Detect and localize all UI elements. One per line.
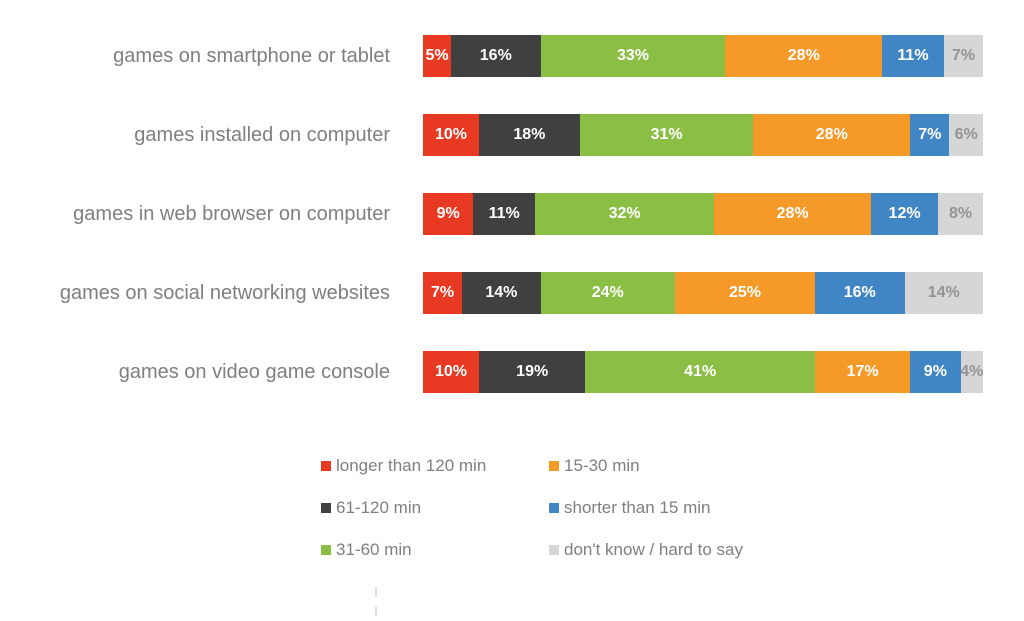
bar-segment-don-t-know-hard-to-say: 4% (960, 351, 984, 393)
bar-segment-15-30-min: 25% (674, 272, 815, 314)
bar-segment-15-30-min: 28% (725, 35, 883, 77)
bar-segment-shorter-than-15-min: 16% (814, 272, 905, 314)
legend-column: longer than 120 min 61-120 min 31-60 min (321, 456, 486, 582)
chart-row: games installed on computer 10% 18% 31% 28% 7… (0, 114, 1024, 156)
legend-label: don't know / hard to say (564, 540, 744, 559)
segment-value-label: 9% (923, 363, 947, 380)
bar-segment-longer-than-120-min: 9% (423, 193, 474, 235)
segment-value-label: 5% (425, 47, 449, 64)
bar-segment-longer-than-120-min: 10% (423, 114, 479, 156)
segment-value-label: 14% (485, 284, 518, 301)
category-label: games in web browser on computer (73, 203, 390, 225)
category-label: games on smartphone or tablet (113, 45, 390, 67)
legend-item-longer-than-120-min: longer than 120 min (321, 456, 486, 476)
bar-segment-61-120-min: 14% (462, 272, 541, 314)
bar-segment-31-60-min: 24% (540, 272, 675, 314)
segment-value-label: 7% (918, 126, 942, 143)
bar-segment-don-t-know-hard-to-say: 7% (943, 35, 983, 77)
segment-value-label: 28% (776, 205, 809, 222)
chart-row: games on social networking websites 7% 14%… (0, 272, 1024, 314)
bar-segment-61-120-min: 11% (473, 193, 535, 235)
bar-segment-don-t-know-hard-to-say: 6% (949, 114, 983, 156)
bar-segment-31-60-min: 33% (540, 35, 726, 77)
category-label: games on video game console (118, 361, 390, 383)
segment-value-label: 19% (516, 363, 549, 380)
legend-item-15-30-min: 15-30 min (549, 456, 743, 476)
segment-value-label: 4% (960, 363, 984, 380)
bar-segment-shorter-than-15-min: 7% (910, 114, 950, 156)
stacked-bar: 10% 18% 31% 28% 7% 6% (423, 114, 983, 156)
legend-swatch-don-t-know-hard-to-say (549, 545, 559, 555)
stacked-bar: 7% 14% 24% 25% 16% 14% (423, 272, 983, 314)
segment-value-label: 8% (948, 205, 973, 222)
bar-segment-31-60-min: 31% (579, 114, 754, 156)
segment-value-label: 18% (513, 126, 546, 143)
segment-value-label: 28% (787, 47, 820, 64)
bar-segment-longer-than-120-min: 10% (423, 351, 479, 393)
segment-value-label: 25% (728, 284, 761, 301)
stacked-bar: 5% 16% 33% 28% 11% 7% (423, 35, 983, 77)
segment-value-label: 16% (843, 284, 876, 301)
bar-segment-don-t-know-hard-to-say: 14% (904, 272, 983, 314)
bar-segment-longer-than-120-min: 7% (423, 272, 463, 314)
bar-segment-31-60-min: 41% (585, 351, 815, 393)
segment-value-label: 7% (951, 47, 975, 64)
legend-swatch-15-30-min (549, 461, 559, 471)
segment-value-label: 33% (616, 47, 649, 64)
bar-segment-15-30-min: 28% (714, 193, 871, 235)
bar-segment-shorter-than-15-min: 12% (870, 193, 939, 235)
stacked-bar: 9% 11% 32% 28% 12% 8% (423, 193, 983, 235)
segment-value-label: 14% (927, 284, 960, 301)
legend-swatch-31-60-min (321, 545, 331, 555)
bar-segment-61-120-min: 19% (479, 351, 586, 393)
legend-swatch-shorter-than-15-min (549, 503, 559, 513)
segment-value-label: 31% (650, 126, 683, 143)
category-label: games on social networking websites (59, 282, 390, 304)
bar-segment-shorter-than-15-min: 11% (882, 35, 944, 77)
segment-value-label: 32% (608, 205, 641, 222)
segment-value-label: 9% (436, 205, 460, 222)
legend-label: 61-120 min (336, 498, 422, 517)
bar-segment-15-30-min: 17% (814, 351, 911, 393)
legend-label: longer than 120 min (336, 456, 487, 475)
category-label: games installed on computer (134, 124, 390, 146)
legend-item-31-60-min: 31-60 min (321, 540, 486, 560)
legend-item-shorter-than-15-min: shorter than 15 min (549, 498, 743, 518)
segment-value-label: 16% (479, 47, 512, 64)
legend-label: 31-60 min (336, 540, 412, 559)
legend-item-61-120-min: 61-120 min (321, 498, 486, 518)
segment-value-label: 41% (684, 363, 717, 380)
chart-row: games in web browser on computer 9% 11% 32%… (0, 193, 1024, 235)
segment-value-label: 24% (591, 284, 624, 301)
segment-value-label: 7% (431, 284, 455, 301)
bar-segment-61-120-min: 18% (479, 114, 580, 156)
bar-segment-shorter-than-15-min: 9% (910, 351, 961, 393)
legend-swatch-longer-than-120-min (321, 461, 331, 471)
stacked-bar: 10% 19% 41% 17% 9% 4% (423, 351, 983, 393)
legend-item-don-t-know-hard-to-say: don't know / hard to say (549, 540, 743, 560)
legend-swatch-61-120-min (321, 503, 331, 513)
segment-value-label: 28% (815, 126, 848, 143)
segment-value-label: 10% (434, 363, 468, 380)
bar-segment-15-30-min: 28% (753, 114, 911, 156)
axis-tick-marks (375, 587, 377, 616)
segment-value-label: 11% (488, 205, 520, 222)
legend-column: 15-30 min shorter than 15 min don't know /… (549, 456, 743, 582)
legend-label: shorter than 15 min (564, 498, 711, 517)
bar-segment-31-60-min: 32% (534, 193, 715, 235)
bar-segment-61-120-min: 16% (451, 35, 541, 77)
bar-segment-longer-than-120-min: 5% (423, 35, 451, 77)
segment-value-label: 12% (888, 205, 921, 222)
chart-row: games on smartphone or tablet 5% 16% 33% 28%… (0, 35, 1024, 77)
segment-value-label: 6% (954, 126, 978, 143)
legend-label: 15-30 min (564, 456, 640, 475)
segment-value-label: 10% (434, 126, 468, 143)
segment-value-label: 17% (846, 363, 879, 380)
chart-row: games on video game console 10% 19% 41% 17% 9… (0, 351, 1024, 393)
bar-segment-don-t-know-hard-to-say: 8% (938, 193, 983, 235)
segment-value-label: 11% (897, 47, 929, 64)
